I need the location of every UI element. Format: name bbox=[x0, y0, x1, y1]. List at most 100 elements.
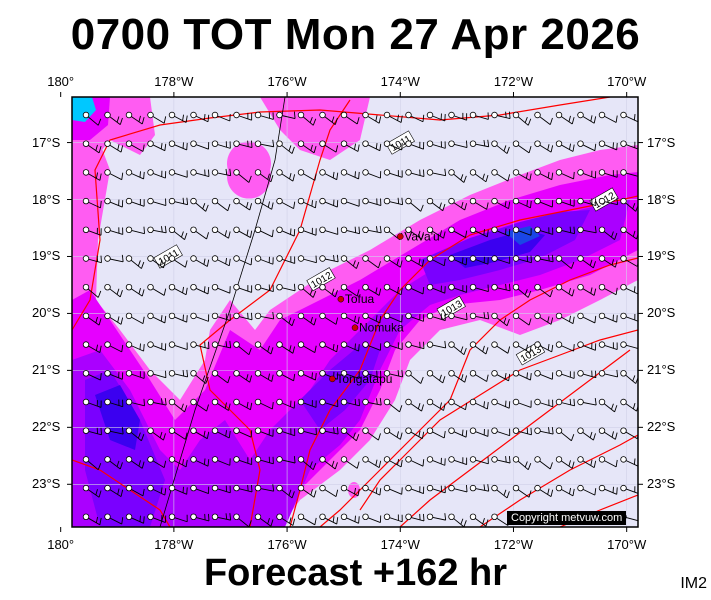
wind-barb bbox=[405, 513, 425, 522]
wind-barb bbox=[168, 140, 188, 151]
wind-barb bbox=[190, 284, 210, 295]
latitude-label: 23°S bbox=[647, 476, 676, 492]
wind-barb bbox=[469, 456, 489, 465]
wind-barb bbox=[340, 284, 360, 297]
wind-barb bbox=[383, 484, 403, 495]
wind-barb bbox=[491, 169, 511, 182]
wind-barb bbox=[125, 169, 145, 180]
wind-barb bbox=[555, 484, 575, 497]
wind-barb bbox=[104, 111, 123, 125]
wind-barb bbox=[319, 226, 339, 235]
wind-barb bbox=[211, 226, 231, 239]
wind-barb bbox=[125, 284, 145, 297]
wind-barb bbox=[534, 484, 554, 497]
wind-barb bbox=[104, 312, 124, 325]
wind-barb bbox=[426, 484, 446, 494]
wind-barb bbox=[577, 197, 597, 206]
wind-barb bbox=[276, 255, 296, 264]
wind-barb bbox=[534, 140, 554, 153]
wind-barb bbox=[512, 197, 532, 209]
wind-barb bbox=[340, 513, 360, 524]
wind-barb bbox=[254, 513, 274, 527]
wind-barb bbox=[233, 398, 253, 411]
wind-barb bbox=[319, 513, 339, 525]
wind-barb bbox=[362, 370, 382, 379]
wind-barb bbox=[82, 456, 102, 471]
wind-barb bbox=[577, 312, 597, 324]
wind-barb bbox=[168, 255, 188, 268]
wind-barb bbox=[555, 427, 575, 442]
copyright-notice: Copyright metvuw.com bbox=[507, 511, 627, 525]
wind-barb bbox=[512, 169, 532, 181]
wind-barb bbox=[491, 312, 510, 327]
wind-barb bbox=[448, 197, 468, 211]
wind-barb bbox=[319, 169, 339, 181]
wind-barb bbox=[125, 484, 145, 497]
wind-barb bbox=[276, 370, 296, 382]
wind-barb bbox=[211, 312, 231, 322]
wind-barb bbox=[491, 513, 511, 526]
wind-barb bbox=[512, 312, 532, 326]
wind-barb bbox=[469, 311, 490, 320]
wind-barb bbox=[512, 370, 532, 381]
wind-barb bbox=[297, 312, 317, 326]
wind-barb bbox=[491, 341, 511, 354]
longitude-label: 178°W bbox=[154, 537, 194, 552]
wind-barb bbox=[534, 111, 553, 125]
wind-barb bbox=[448, 456, 468, 466]
wind-barb bbox=[104, 169, 124, 181]
wind-barb bbox=[534, 427, 554, 435]
wind-barb bbox=[104, 484, 124, 497]
wind-barb bbox=[233, 140, 253, 149]
longitude-label: 170°W bbox=[607, 537, 647, 552]
wind-barb bbox=[448, 427, 468, 438]
wind-barb bbox=[233, 513, 252, 527]
wind-barb bbox=[211, 398, 231, 411]
wind-barb bbox=[362, 427, 381, 441]
wind-barb bbox=[598, 226, 618, 241]
wind-barb bbox=[620, 456, 638, 467]
wind-barb bbox=[297, 140, 317, 154]
latitude-label: 22°S bbox=[32, 419, 61, 435]
wind-barb bbox=[555, 312, 575, 325]
wind-barbs bbox=[82, 111, 638, 527]
wind-barb bbox=[469, 139, 490, 148]
wind-barb bbox=[340, 111, 360, 125]
wind-barb bbox=[426, 226, 446, 239]
wind-barb bbox=[469, 255, 489, 265]
wind-barb bbox=[598, 169, 618, 178]
wind-barb bbox=[534, 398, 554, 408]
forecast-hour: Forecast +162 hr bbox=[203, 552, 508, 594]
wind-barb bbox=[211, 284, 231, 294]
wind-barb bbox=[147, 255, 166, 269]
wind-barb bbox=[340, 197, 360, 207]
wind-barb bbox=[405, 140, 425, 150]
wind-barb bbox=[82, 284, 102, 298]
wind-barb bbox=[577, 284, 597, 296]
wind-barb bbox=[426, 427, 446, 439]
latitude-label: 20°S bbox=[647, 305, 676, 321]
wind-barb bbox=[254, 284, 274, 293]
wind-barb bbox=[254, 398, 274, 410]
wind-barb bbox=[125, 341, 145, 352]
longitude-label: 178°W bbox=[154, 74, 194, 89]
wind-barb bbox=[211, 370, 231, 384]
wind-barb bbox=[254, 484, 275, 492]
wind-barb bbox=[82, 169, 102, 181]
wind-barb bbox=[362, 284, 382, 296]
wind-barb bbox=[276, 398, 296, 409]
wind-barb bbox=[448, 341, 467, 356]
wind-barb bbox=[598, 341, 618, 350]
wind-barb bbox=[491, 255, 511, 264]
wind-barb bbox=[491, 226, 511, 237]
wind-barb bbox=[125, 398, 145, 407]
latitude-label: 22°S bbox=[647, 419, 676, 435]
wind-barb bbox=[168, 312, 188, 323]
wind-barb bbox=[405, 197, 424, 212]
longitude-label: 180° bbox=[47, 74, 75, 89]
wind-barb bbox=[598, 427, 618, 440]
wind-barb bbox=[577, 456, 597, 469]
wind-barb bbox=[469, 226, 489, 238]
wind-barb bbox=[362, 255, 381, 269]
